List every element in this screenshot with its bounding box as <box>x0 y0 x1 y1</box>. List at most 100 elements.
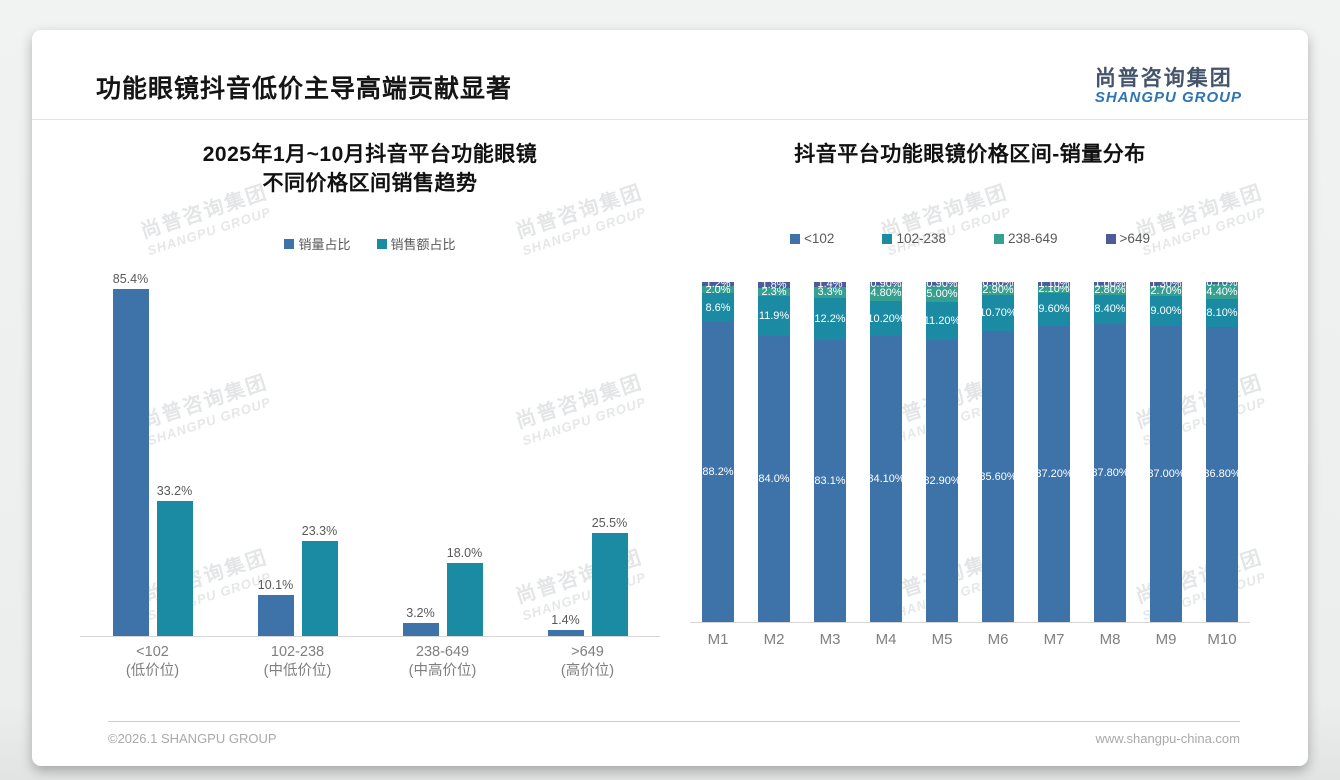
stacked-bar-segment: 84.0% <box>758 336 790 622</box>
segment-value-label: 4.80% <box>870 287 902 300</box>
footer-website: www.shangpu-china.com <box>1095 731 1240 746</box>
bar <box>402 623 439 636</box>
stacked-bar: 84.10% 10.20% 4.80% 0.90% <box>867 278 905 622</box>
company-logo: 尚普咨询集团 SHANGPU GROUP <box>1095 67 1242 106</box>
category-tier: (高价位) <box>560 663 615 679</box>
bar-column: 25.5% <box>591 269 628 636</box>
bar-value-label: 85.4% <box>112 272 149 287</box>
x-axis-month-label: M5 <box>931 631 953 648</box>
stacked-bar-segment: 0.90% <box>926 278 958 290</box>
stacked-bar-segment: 12.2% <box>814 298 846 340</box>
stacked-bar-segment: 8.10% <box>1206 299 1238 327</box>
segment-value-label: 8.10% <box>1206 307 1238 320</box>
slide-card: 尚普咨询集团 SHANGPU GROUP 尚普咨询集团 SHANGPU GROUP 尚普… <box>32 30 1308 766</box>
stacked-bar-segment: 85.60% <box>979 331 1017 622</box>
stacked-bar: 84.0% 11.9% 2.3% 1.8% <box>758 279 790 622</box>
bar-column: 18.0% <box>446 269 483 636</box>
legend-swatch <box>1105 233 1116 244</box>
stacked-bar-segment: 1.10% <box>1038 278 1070 290</box>
category-tier: (中低价位) <box>263 663 332 679</box>
legend-swatch <box>994 233 1004 244</box>
stacked-bar-segment: 87.00% <box>1147 326 1185 622</box>
x-axis-category-label: >649 (高价位) <box>528 643 648 681</box>
stacked-bar-segment: 2.0% <box>702 284 734 296</box>
right-chart-x-axis: M1 M2 M3 M4 M5 M6 M7 M8 M9 M10 <box>690 631 1250 648</box>
bar-value-label: 3.2% <box>406 606 435 620</box>
stacked-bar-segment: 3.3% <box>814 286 846 299</box>
stacked-bar-segment: 5.00% <box>926 285 958 303</box>
category-range: >649 <box>571 644 604 660</box>
bar-column: 85.4% <box>112 269 149 636</box>
segment-value-label: 84.10% <box>867 473 905 486</box>
segment-value-label: 0.70% <box>1206 277 1238 290</box>
legend-swatch <box>376 238 387 249</box>
stacked-bar: 88.2% 8.6% 2.0% 1.2% <box>702 278 734 622</box>
bar <box>156 501 193 636</box>
x-axis-category-label: 238-649 (中高价位) <box>383 643 503 681</box>
segment-value-label: 82.90% <box>923 475 961 488</box>
legend-item: 销量占比 <box>284 234 351 253</box>
legend-item: <102 <box>790 231 834 246</box>
segment-value-label: 2.3% <box>761 286 787 298</box>
stacked-bar-segment: 0.90% <box>870 278 902 290</box>
stacked-bar: 86.80% 8.10% 4.40% 0.70% <box>1203 277 1241 622</box>
right-chart-plot-area: 88.2% 8.6% 2.0% 1.2% 84.0% 11.9% 2.3% 1.8% 83.1%… <box>690 277 1250 623</box>
segment-value-label: 1.2% <box>705 278 731 291</box>
segment-value-label: 2.70% <box>1150 285 1182 298</box>
bar <box>446 562 483 636</box>
stacked-bar-segment: 1.00% <box>1094 278 1126 290</box>
stacked-bar-segment: 1.4% <box>814 278 846 290</box>
stacked-bar-segment: 2.10% <box>1038 283 1070 296</box>
segment-value-label: 0.90% <box>870 277 902 290</box>
x-axis-month-label: M9 <box>1155 631 1177 648</box>
stacked-bar-segment: 86.80% <box>1203 326 1241 622</box>
segment-value-label: 11.9% <box>758 310 790 323</box>
x-axis-month-label: M4 <box>875 631 897 648</box>
stacked-bar-segment: 87.20% <box>1035 325 1073 622</box>
bar-value-label: 33.2% <box>156 484 193 499</box>
segment-value-label: 1.10% <box>1038 277 1070 290</box>
stacked-bar-segment: 10.20% <box>867 301 905 337</box>
stacked-bar-segment: 88.2% <box>702 322 734 622</box>
segment-value-label: 3.3% <box>817 286 843 299</box>
segment-value-label: 87.20% <box>1035 467 1073 480</box>
segment-value-label: 85.60% <box>979 470 1017 483</box>
slide-footer: ©2026.1 SHANGPU GROUP www.shangpu-china.… <box>108 721 1240 746</box>
left-chart-legend: 销量占比 销售额占比 <box>80 234 660 253</box>
category-range: 238-649 <box>415 644 470 660</box>
segment-value-label: 83.1% <box>814 474 846 487</box>
bar <box>257 595 294 636</box>
segment-value-label: 2.10% <box>1038 283 1070 296</box>
segment-value-label: 1.30% <box>1150 278 1182 291</box>
left-chart-title-line2: 不同价格区间销售趋势 <box>262 172 478 195</box>
legend-swatch <box>882 233 893 244</box>
x-axis-month-label: M3 <box>819 631 841 648</box>
legend-swatch <box>284 238 295 249</box>
left-chart-plot-area: 85.4% 33.2% 10.1% 23.3% 3.2% 18.0% 1.4% 25.5% <box>80 269 660 637</box>
legend-item: 102-238 <box>882 231 946 246</box>
footer-copyright: ©2026.1 SHANGPU GROUP <box>108 731 277 746</box>
right-chart-title: 抖音平台功能眼镜价格区间-销量分布 <box>794 143 1146 166</box>
bar-group: 1.4% 25.5% <box>547 269 628 636</box>
stacked-bar-segment: 1.30% <box>1150 278 1182 290</box>
legend-label: 102-238 <box>896 231 946 246</box>
x-axis-month-label: M7 <box>1043 631 1065 648</box>
segment-value-label: 86.80% <box>1203 468 1241 481</box>
stacked-bar-segment: 11.9% <box>758 295 790 337</box>
stacked-bar-segment: 0.70% <box>1206 277 1238 289</box>
left-chart-title-line1: 2025年1月~10月抖音平台功能眼镜 <box>202 143 538 166</box>
bar-column: 23.3% <box>301 269 338 636</box>
stacked-bar-segment: 1.2% <box>702 278 734 290</box>
x-axis-month-label: M2 <box>763 631 785 648</box>
bar-column: 1.4% <box>547 269 584 636</box>
segment-value-label: 1.00% <box>1094 277 1126 290</box>
stacked-bar-segment: 8.40% <box>1094 294 1126 324</box>
stacked-bar-segment: 1.8% <box>758 279 790 291</box>
segment-value-label: 0.80% <box>982 277 1014 290</box>
left-chart-title: 2025年1月~10月抖音平台功能眼镜 不同价格区间销售趋势 <box>80 140 660 198</box>
segment-value-label: 1.4% <box>817 278 843 291</box>
stacked-bar-segment: 8.6% <box>702 292 734 323</box>
category-tier: (低价位) <box>125 663 180 679</box>
x-axis-category-label: <102 (低价位) <box>93 643 213 681</box>
segment-value-label: 11.20% <box>923 315 961 328</box>
